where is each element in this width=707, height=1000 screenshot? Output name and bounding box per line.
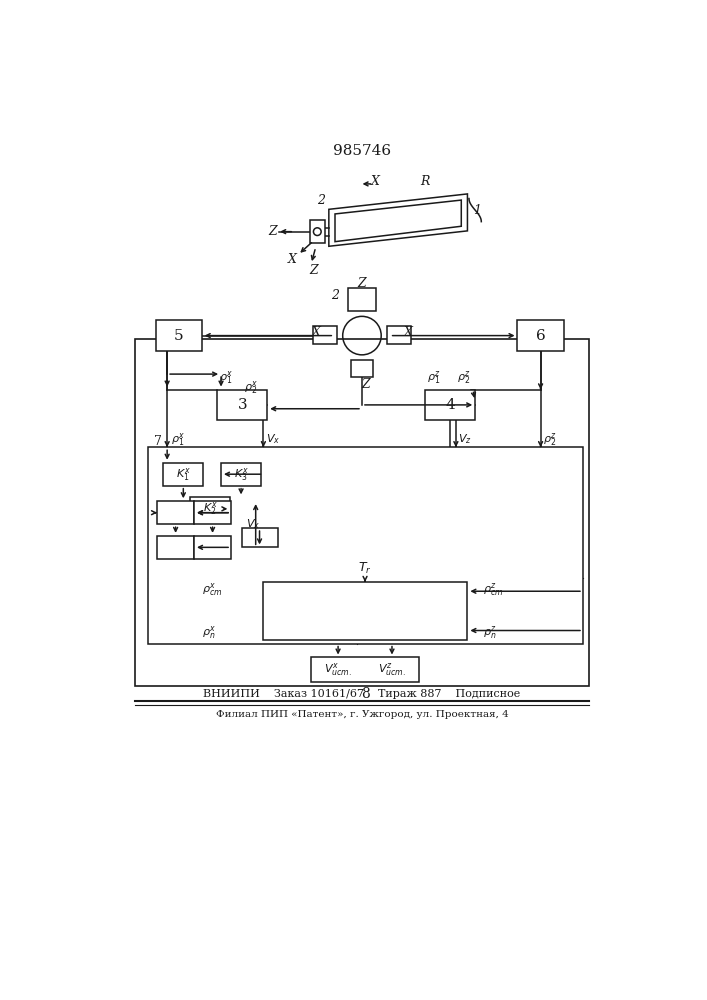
Bar	[242, 528, 278, 547]
Text: $T_r$: $T_r$	[358, 561, 372, 576]
Bar	[264, 582, 467, 640]
Text: $K_2^x$: $K_2^x$	[203, 500, 218, 517]
Text: $\rho^z_n$: $\rho^z_n$	[483, 624, 496, 641]
Text: $V_z$: $V_z$	[458, 433, 472, 446]
Text: $\rho_2^z$: $\rho_2^z$	[543, 431, 556, 448]
Text: $\rho^x_{cm}$: $\rho^x_{cm}$	[201, 581, 222, 598]
Text: 985746: 985746	[333, 144, 391, 158]
Text: 6: 6	[536, 329, 546, 343]
Bar	[310, 220, 325, 243]
Bar	[157, 536, 194, 559]
Text: $\rho^x_n$: $\rho^x_n$	[201, 624, 216, 641]
Text: 1: 1	[473, 204, 481, 217]
Text: $\rho_2^z$: $\rho_2^z$	[457, 369, 471, 386]
Text: $\rho_1^x$: $\rho_1^x$	[218, 369, 233, 386]
Bar	[221, 463, 261, 486]
Text: Z: Z	[361, 378, 370, 391]
Bar	[194, 536, 231, 559]
Bar	[157, 501, 194, 524]
Bar	[387, 326, 411, 344]
Bar	[348, 288, 376, 311]
Bar	[312, 326, 337, 344]
Text: X: X	[311, 326, 320, 339]
Text: Филиал ПИП «Патент», г. Ужгород, ул. Проектная, 4: Филиал ПИП «Патент», г. Ужгород, ул. Про…	[216, 710, 508, 719]
Text: Z: Z	[309, 264, 317, 277]
Text: 8: 8	[361, 687, 369, 701]
Text: $V_x$: $V_x$	[266, 433, 280, 446]
Text: R: R	[421, 175, 430, 188]
Text: 2: 2	[317, 194, 325, 207]
Text: $V^x_{ucm.}$: $V^x_{ucm.}$	[324, 661, 352, 678]
Text: $\rho_2^x$: $\rho_2^x$	[244, 379, 258, 396]
Text: X: X	[370, 175, 380, 188]
Text: $V^z_{ucm.}$: $V^z_{ucm.}$	[378, 661, 406, 678]
Text: 4: 4	[445, 398, 455, 412]
Bar	[190, 497, 230, 520]
Text: X: X	[288, 253, 297, 266]
Text: $\rho_1^x$: $\rho_1^x$	[171, 431, 185, 448]
Bar	[518, 320, 563, 351]
Text: X: X	[404, 326, 413, 339]
Bar	[163, 463, 204, 486]
Text: $V_x$: $V_x$	[246, 517, 260, 531]
Text: 7: 7	[154, 435, 162, 448]
Text: ВНИИПИ    Заказ 10161/67    Тираж 887    Подписное: ВНИИПИ Заказ 10161/67 Тираж 887 Подписно…	[204, 689, 520, 699]
Text: $K_1^x$: $K_1^x$	[176, 466, 191, 483]
Text: Z: Z	[358, 277, 366, 290]
Text: 2: 2	[331, 289, 339, 302]
Bar	[148, 447, 583, 644]
Bar	[217, 390, 267, 420]
Bar	[425, 390, 475, 420]
Bar	[351, 360, 373, 377]
Text: Z: Z	[269, 225, 277, 238]
Bar	[311, 657, 419, 682]
Text: 5: 5	[174, 329, 184, 343]
Bar	[156, 320, 201, 351]
Text: $\rho_1^z$: $\rho_1^z$	[426, 369, 440, 386]
Text: $K_3^x$: $K_3^x$	[234, 466, 248, 483]
Bar	[194, 501, 231, 524]
Bar	[135, 339, 589, 686]
Text: $\rho^z_{cm}$: $\rho^z_{cm}$	[483, 581, 503, 598]
Text: 3: 3	[238, 398, 247, 412]
